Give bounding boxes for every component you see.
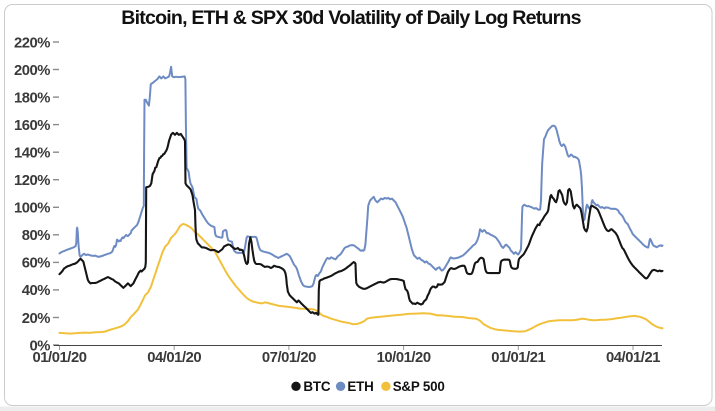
svg-text:120%: 120% — [14, 173, 50, 189]
svg-text:160%: 160% — [14, 118, 50, 134]
svg-text:40%: 40% — [22, 283, 51, 299]
svg-text:01/01/20: 01/01/20 — [33, 350, 87, 366]
svg-text:04/01/21: 04/01/21 — [606, 350, 660, 366]
svg-text:S&P 500: S&P 500 — [393, 379, 445, 394]
svg-text:20%: 20% — [22, 311, 51, 327]
svg-text:07/01/20: 07/01/20 — [262, 350, 316, 366]
svg-text:200%: 200% — [14, 63, 50, 79]
svg-text:100%: 100% — [14, 201, 50, 217]
svg-text:04/01/20: 04/01/20 — [147, 350, 201, 366]
svg-text:10/01/20: 10/01/20 — [377, 350, 431, 366]
svg-text:220%: 220% — [14, 35, 50, 51]
svg-text:BTC: BTC — [303, 379, 330, 394]
svg-text:60%: 60% — [22, 256, 51, 272]
svg-text:01/01/21: 01/01/21 — [491, 350, 545, 366]
svg-text:Bitcoin, ETH & SPX 30d Volatil: Bitcoin, ETH & SPX 30d Volatility of Dai… — [121, 7, 581, 29]
svg-text:180%: 180% — [14, 90, 50, 106]
svg-text:0%: 0% — [30, 338, 51, 354]
svg-text:140%: 140% — [14, 146, 50, 162]
svg-text:80%: 80% — [22, 228, 51, 244]
svg-text:ETH: ETH — [347, 379, 373, 394]
